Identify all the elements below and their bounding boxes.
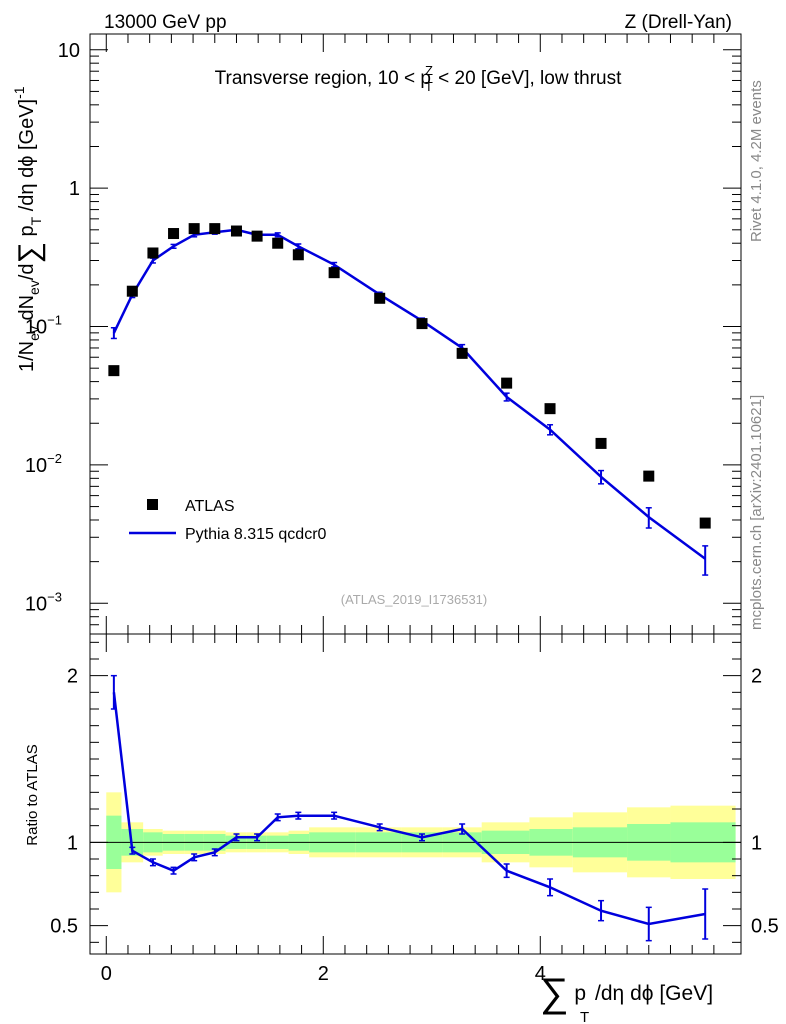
main-y-tick-label: 10−3 [25,589,62,615]
legend-mc-label: Pythia 8.315 qcdcr0 [185,526,327,543]
analysis-watermark: (ATLAS_2019_I1736531) [341,592,487,607]
ratio-y-tick-label-left: 0.5 [50,916,78,938]
legend-atlas-marker [147,499,158,510]
main-title: Transverse region, 10 < pZ T < 20 [GeV], … [215,63,622,94]
ratio-y-tick-label-right: 2 [751,666,762,688]
process-label: Z (Drell-Yan) [625,12,732,33]
main-y-tick-label: 10 [58,40,80,62]
main-data-point [643,470,655,482]
main-data-point [544,403,556,415]
ratio-y-tick-label-right: 0.5 [751,916,779,938]
x-tick-label: 0 [101,963,112,985]
ratio-mc-line [112,692,706,926]
main-data-point [209,223,221,235]
ratio-mc-series [110,674,709,942]
main-data-point [292,249,304,261]
ratio-y-tick-label-right: 1 [751,832,762,854]
main-data-point [126,285,138,297]
main-data-point [188,223,200,235]
main-data-point [108,365,120,377]
ratio-y-tick-label-left: 1 [67,832,78,854]
main-data-series [108,223,711,529]
main-panel: Transverse region, 10 < pZ T < 20 [GeV], … [11,33,742,635]
x-tick-label: 2 [318,963,329,985]
main-frame [89,33,742,635]
x-tick-label: 4 [535,963,546,985]
legend: ATLAS Pythia 8.315 qcdcr0 [129,498,327,543]
main-data-point [251,230,263,242]
ratio-ylabel: Ratio to ATLAS [24,744,41,845]
ratio-frame [89,633,742,955]
main-data-point [416,318,428,330]
legend-atlas-label: ATLAS [185,498,235,515]
main-data-point [595,437,607,449]
main-data-point [147,247,159,259]
main-y-tick-label: 1 [69,178,80,200]
main-data-point [501,377,513,389]
main-ylabel: 1/Nev dNev/d∑ pT /dη dϕ [GeV]-1 [11,86,46,372]
main-data-point [168,228,180,240]
main-mc-series [110,227,709,576]
ratio-y-tick-label-left: 2 [67,666,78,688]
main-data-point [230,225,242,237]
rivet-label: Rivet 4.1.0, 4.2M events [748,80,765,242]
main-data-point [272,237,284,249]
main-y-tick-label: 10−2 [25,451,62,477]
beam-label: 13000 GeV pp [104,12,227,33]
main-data-point [374,292,386,304]
main-data-point [456,347,468,359]
ratio-axis-ticks: 2 2 1 1 0.5 0.5 0 2 4 [50,634,779,985]
main-data-point [699,517,711,529]
mcplots-label: mcplots.cern.ch [arXiv:2401.10621] [748,395,765,630]
main-data-point [328,267,340,279]
